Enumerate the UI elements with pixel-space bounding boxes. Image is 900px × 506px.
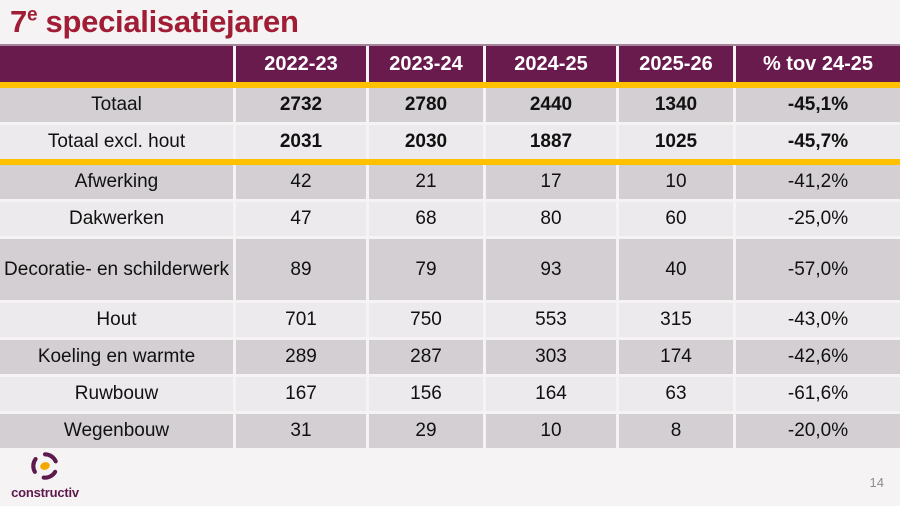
value-cell: 63 [619,377,733,411]
row-label: Afwerking [0,165,233,199]
table-row-dakwerken: Dakwerken 47 68 80 60 -25,0% [0,202,900,236]
row-label: Wegenbouw [0,414,233,448]
row-label: Totaal [0,88,233,122]
row-label: Ruwbouw [0,377,233,411]
percent-cell: -43,0% [736,303,900,337]
percent-cell: -20,0% [736,414,900,448]
value-cell: 60 [619,202,733,236]
value-cell: 1887 [486,125,616,159]
percent-cell: -42,6% [736,340,900,374]
value-cell: 167 [236,377,366,411]
value-cell: 40 [619,239,733,300]
value-cell: 31 [236,414,366,448]
value-cell: 174 [619,340,733,374]
row-label: Dakwerken [0,202,233,236]
value-cell: 1025 [619,125,733,159]
value-cell: 289 [236,340,366,374]
value-cell: 164 [486,377,616,411]
value-cell: 29 [369,414,483,448]
table-row-decoratie-en-schilderwerk: Decoratie- en schilderwerk 89 79 93 40 -… [0,239,900,300]
value-cell: 2030 [369,125,483,159]
table-row-totaal-excl-hout: Totaal excl. hout 2031 2030 1887 1025 -4… [0,125,900,159]
value-cell: 303 [486,340,616,374]
gold-divider-top [0,82,900,88]
header-cell-2025-26: 2025-26 [619,46,733,82]
title-prefix: 7 [10,4,27,39]
value-cell: 750 [369,303,483,337]
value-cell: 80 [486,202,616,236]
value-cell: 68 [369,202,483,236]
row-label: Hout [0,303,233,337]
value-cell: 2440 [486,88,616,122]
constructiv-logo: constructiv [0,448,90,500]
percent-cell: -45,1% [736,88,900,122]
title-rest: specialisatiejaren [37,4,299,39]
value-cell: 42 [236,165,366,199]
row-label: Koeling en warmte [0,340,233,374]
percent-cell: -57,0% [736,239,900,300]
value-cell: 89 [236,239,366,300]
header-cell-empty [0,46,233,82]
value-cell: 21 [369,165,483,199]
title-superscript: e [26,4,38,26]
header-cell-2022-23: 2022-23 [236,46,366,82]
logo-text: constructiv [11,485,79,500]
value-cell: 701 [236,303,366,337]
percent-cell: -41,2% [736,165,900,199]
table-row-hout: Hout 701 750 553 315 -43,0% [0,303,900,337]
value-cell: 287 [369,340,483,374]
table-header-row: 2022-23 2023-24 2024-25 2025-26 % tov 24… [0,44,900,82]
header-cell-pct-tov-24-25: % tov 24-25 [736,46,900,82]
value-cell: 17 [486,165,616,199]
value-cell: 1340 [619,88,733,122]
row-label: Totaal excl. hout [0,125,233,159]
gold-divider-bottom [0,159,900,165]
percent-cell: -25,0% [736,202,900,236]
specialisation-table: 2022-23 2023-24 2024-25 2025-26 % tov 24… [0,44,900,448]
slide-page-number: 14 [869,475,884,490]
value-cell: 10 [619,165,733,199]
value-cell: 8 [619,414,733,448]
header-cell-2024-25: 2024-25 [486,46,616,82]
table-row-afwerking: Afwerking 42 21 17 10 -41,2% [0,165,900,199]
value-cell: 79 [369,239,483,300]
percent-cell: -61,6% [736,377,900,411]
value-cell: 93 [486,239,616,300]
value-cell: 156 [369,377,483,411]
row-label: Decoratie- en schilderwerk [0,239,233,300]
value-cell: 47 [236,202,366,236]
table-row-wegenbouw: Wegenbouw 31 29 10 8 -20,0% [0,414,900,448]
value-cell: 10 [486,414,616,448]
swirl-logo-icon [31,452,58,480]
value-cell: 315 [619,303,733,337]
table-row-totaal: Totaal 2732 2780 2440 1340 -45,1% [0,88,900,122]
value-cell: 2732 [236,88,366,122]
page-title: 7e specialisatiejaren [10,0,299,44]
table-row-ruwbouw: Ruwbouw 167 156 164 63 -61,6% [0,377,900,411]
percent-cell: -45,7% [736,125,900,159]
table-row-koeling-en-warmte: Koeling en warmte 289 287 303 174 -42,6% [0,340,900,374]
header-cell-2023-24: 2023-24 [369,46,483,82]
value-cell: 2031 [236,125,366,159]
value-cell: 553 [486,303,616,337]
value-cell: 2780 [369,88,483,122]
